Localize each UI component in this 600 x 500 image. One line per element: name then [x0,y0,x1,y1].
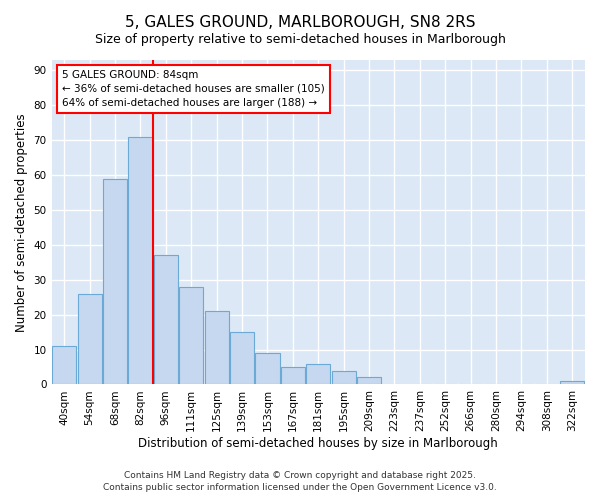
Bar [281,367,305,384]
X-axis label: Distribution of semi-detached houses by size in Marlborough: Distribution of semi-detached houses by … [139,437,498,450]
Text: 5 GALES GROUND: 84sqm
← 36% of semi-detached houses are smaller (105)
64% of sem: 5 GALES GROUND: 84sqm ← 36% of semi-deta… [62,70,325,108]
Bar [154,256,178,384]
Bar [230,332,254,384]
Text: Size of property relative to semi-detached houses in Marlborough: Size of property relative to semi-detach… [95,32,505,46]
Bar [560,381,584,384]
Text: 5, GALES GROUND, MARLBOROUGH, SN8 2RS: 5, GALES GROUND, MARLBOROUGH, SN8 2RS [125,15,475,30]
Bar [179,287,203,384]
Bar [205,311,229,384]
Text: Contains HM Land Registry data © Crown copyright and database right 2025.
Contai: Contains HM Land Registry data © Crown c… [103,471,497,492]
Bar [103,178,127,384]
Bar [52,346,76,385]
Bar [77,294,102,384]
Bar [357,378,381,384]
Bar [332,370,356,384]
Bar [128,137,152,384]
Bar [256,353,280,384]
Bar [306,364,331,384]
Y-axis label: Number of semi-detached properties: Number of semi-detached properties [15,113,28,332]
